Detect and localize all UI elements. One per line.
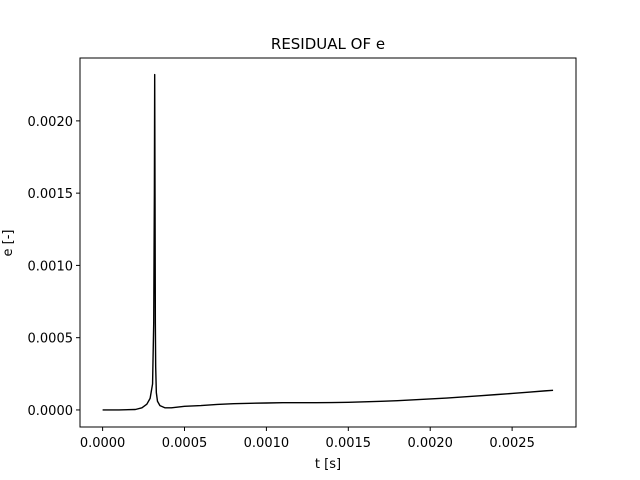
plot-area <box>102 73 554 411</box>
y-tick-label: 0.0020 <box>28 115 74 130</box>
y-tick-label: 0.0000 <box>28 404 74 419</box>
chart-title: RESIDUAL OF e <box>271 35 385 53</box>
x-tick-label: 0.0020 <box>407 436 453 451</box>
x-tick-label: 0.0025 <box>489 436 535 451</box>
y-tick-label: 0.0005 <box>28 332 74 347</box>
y-tick-label: 0.0010 <box>28 259 74 274</box>
x-axis-title: t [s] <box>315 457 341 472</box>
y-tick-label: 0.0015 <box>28 187 74 202</box>
y-axis-title: e [-] <box>1 230 16 257</box>
x-tick-label: 0.0010 <box>244 436 290 451</box>
series-line-0 <box>102 73 554 411</box>
axes-frame <box>79 57 577 428</box>
x-tick-label: 0.0005 <box>162 436 208 451</box>
axis-ticks: 0.0000 0.0005 0.0010 0.0015 0.0020 0.0025 0.00… <box>28 115 535 451</box>
x-tick-label: 0.0015 <box>326 436 372 451</box>
x-tick-label: 0.0000 <box>80 436 126 451</box>
